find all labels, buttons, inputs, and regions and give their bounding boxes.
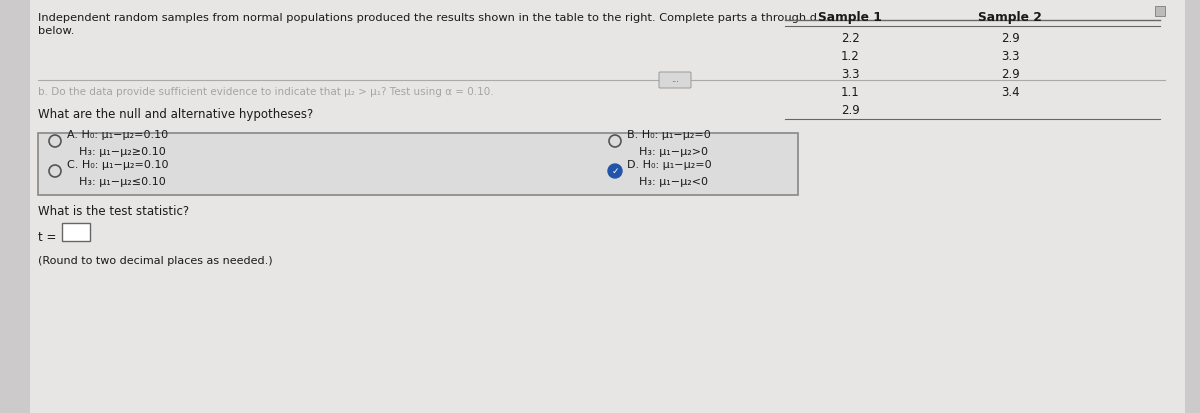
FancyBboxPatch shape xyxy=(659,72,691,88)
Text: Sample 1: Sample 1 xyxy=(818,11,882,24)
Text: H₃: μ₁−μ₂>0: H₃: μ₁−μ₂>0 xyxy=(640,147,708,157)
Text: 3.3: 3.3 xyxy=(841,68,859,81)
Text: C. H₀: μ₁−μ₂=0.10: C. H₀: μ₁−μ₂=0.10 xyxy=(67,160,168,170)
Text: Sample 2: Sample 2 xyxy=(978,11,1042,24)
Text: H₃: μ₁−μ₂≤0.10: H₃: μ₁−μ₂≤0.10 xyxy=(79,177,166,187)
Bar xyxy=(1154,6,1165,16)
Text: 2.2: 2.2 xyxy=(841,32,859,45)
Text: (Round to two decimal places as needed.): (Round to two decimal places as needed.) xyxy=(38,256,272,266)
Text: 2.9: 2.9 xyxy=(1001,68,1019,81)
Text: Independent random samples from normal populations produced the results shown in: Independent random samples from normal p… xyxy=(38,13,817,23)
Text: 1.2: 1.2 xyxy=(841,50,859,63)
Text: below.: below. xyxy=(38,26,74,36)
Text: ✓: ✓ xyxy=(611,166,619,176)
Text: D. H₀: μ₁−μ₂=0: D. H₀: μ₁−μ₂=0 xyxy=(628,160,712,170)
Text: H₃: μ₁−μ₂≥0.10: H₃: μ₁−μ₂≥0.10 xyxy=(79,147,166,157)
Text: b. Do the data provide sufficient evidence to indicate that μ₂ > μ₁? Test using : b. Do the data provide sufficient eviden… xyxy=(38,87,493,97)
Text: 1.1: 1.1 xyxy=(841,86,859,99)
Text: 2.9: 2.9 xyxy=(841,104,859,117)
Text: 3.3: 3.3 xyxy=(1001,50,1019,63)
Text: t =: t = xyxy=(38,231,56,244)
Circle shape xyxy=(608,164,622,178)
Bar xyxy=(38,133,798,195)
Text: A. H₀: μ₁−μ₂=0.10: A. H₀: μ₁−μ₂=0.10 xyxy=(67,130,168,140)
Text: 2.9: 2.9 xyxy=(1001,32,1019,45)
Text: What is the test statistic?: What is the test statistic? xyxy=(38,205,190,218)
Bar xyxy=(62,223,90,241)
Text: 3.4: 3.4 xyxy=(1001,86,1019,99)
Text: H₃: μ₁−μ₂<0: H₃: μ₁−μ₂<0 xyxy=(640,177,708,187)
Text: ...: ... xyxy=(671,76,679,85)
Text: What are the null and alternative hypotheses?: What are the null and alternative hypoth… xyxy=(38,108,313,121)
Text: B. H₀: μ₁−μ₂=0: B. H₀: μ₁−μ₂=0 xyxy=(628,130,710,140)
